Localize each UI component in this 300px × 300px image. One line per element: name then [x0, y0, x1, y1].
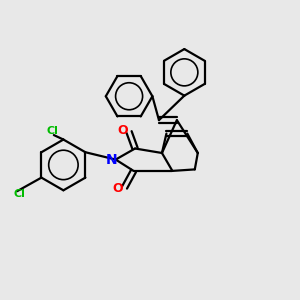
Text: Cl: Cl	[46, 127, 58, 136]
Text: O: O	[113, 182, 123, 195]
Text: O: O	[117, 124, 128, 137]
Text: N: N	[105, 153, 117, 166]
Text: Cl: Cl	[14, 189, 26, 199]
